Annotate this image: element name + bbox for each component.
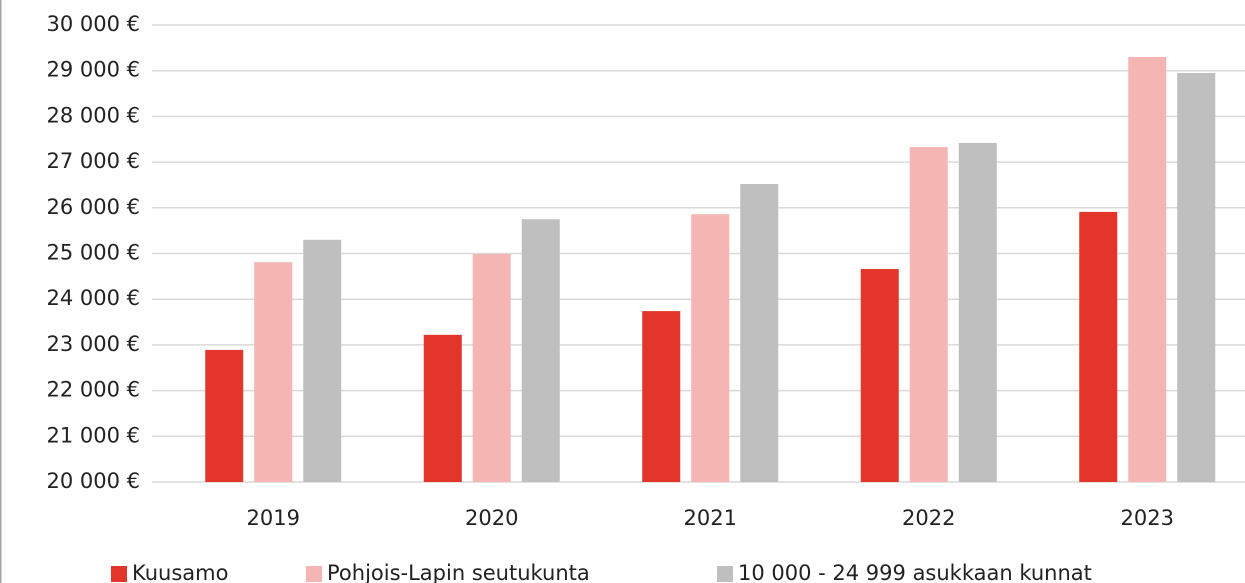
bar — [691, 214, 730, 482]
y-tick-label: 30 000 € — [46, 12, 140, 36]
bar — [909, 147, 948, 483]
bar — [205, 349, 244, 482]
x-tick-label: 2022 — [902, 506, 955, 530]
y-tick-label: 28 000 € — [46, 103, 140, 127]
bar — [1128, 56, 1167, 483]
bar — [303, 239, 342, 482]
y-tick-label: 24 000 € — [46, 286, 140, 310]
legend-label: 10 000 - 24 999 asukkaan kunnat — [738, 561, 1092, 583]
y-tick-label: 21 000 € — [46, 423, 140, 447]
bar — [254, 262, 293, 482]
legend-swatch — [717, 566, 733, 582]
x-tick-label: 2020 — [465, 506, 518, 530]
x-tick-label: 2019 — [247, 506, 300, 530]
legend-swatch — [306, 566, 322, 582]
x-tick-label: 2021 — [684, 506, 737, 530]
y-tick-label: 27 000 € — [46, 149, 140, 173]
bar — [423, 334, 462, 482]
legend-label: Kuusamo — [132, 561, 228, 583]
y-tick-label: 25 000 € — [46, 241, 140, 265]
y-tick-label: 22 000 € — [46, 378, 140, 402]
bar — [642, 311, 681, 482]
bar — [521, 219, 560, 482]
bar — [958, 142, 997, 482]
legend-label: Pohjois-Lapin seutukunta — [327, 561, 590, 583]
legend-swatch — [111, 566, 127, 582]
y-tick-label: 20 000 € — [46, 469, 140, 493]
y-tick-label: 26 000 € — [46, 195, 140, 219]
bar — [1177, 72, 1216, 483]
bar — [1079, 211, 1118, 482]
bar — [472, 253, 511, 482]
x-tick-label: 2023 — [1121, 506, 1174, 530]
bar — [860, 269, 899, 482]
y-tick-label: 29 000 € — [46, 58, 140, 82]
y-tick-label: 23 000 € — [46, 332, 140, 356]
bar — [740, 184, 779, 482]
